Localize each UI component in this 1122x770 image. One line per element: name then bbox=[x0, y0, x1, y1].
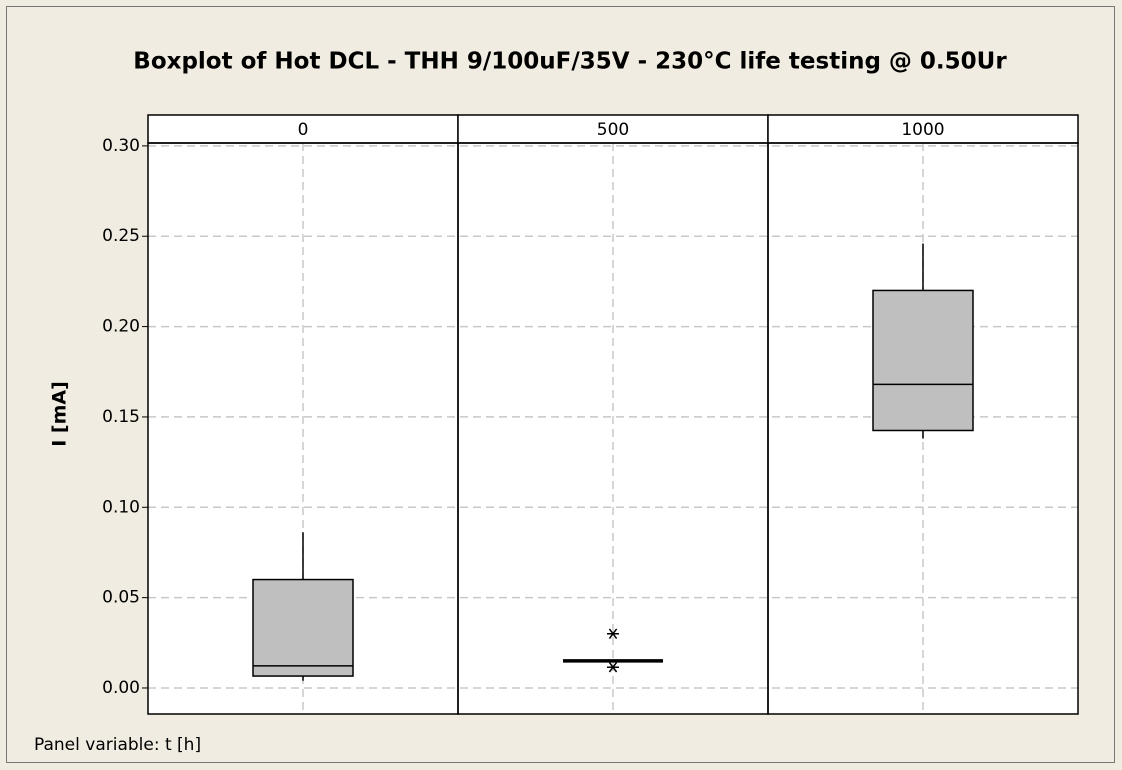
panel-border bbox=[767, 142, 1079, 715]
y-tick-label: 0.00 bbox=[102, 678, 140, 698]
outlier bbox=[607, 628, 619, 640]
panel-note: Panel variable: t [h] bbox=[34, 735, 201, 755]
panel-header bbox=[767, 114, 1079, 144]
panel-label: 0 bbox=[298, 120, 309, 140]
panel-label: 1000 bbox=[901, 120, 944, 140]
outlier bbox=[607, 661, 619, 673]
panel-label: 500 bbox=[597, 120, 629, 140]
chart-title: Boxplot of Hot DCL - THH 9/100uF/35V - 2… bbox=[133, 49, 1007, 75]
y-tick-label: 0.25 bbox=[102, 226, 140, 246]
y-tick-label: 0.20 bbox=[102, 317, 140, 337]
box bbox=[252, 578, 354, 677]
y-tick-label: 0.05 bbox=[102, 588, 140, 608]
box bbox=[872, 289, 974, 432]
y-tick-label: 0.10 bbox=[102, 497, 140, 517]
y-tick-label: 0.30 bbox=[102, 136, 140, 156]
y-tick-label: 0.15 bbox=[102, 407, 140, 427]
y-axis-label: I [mA] bbox=[49, 381, 71, 447]
